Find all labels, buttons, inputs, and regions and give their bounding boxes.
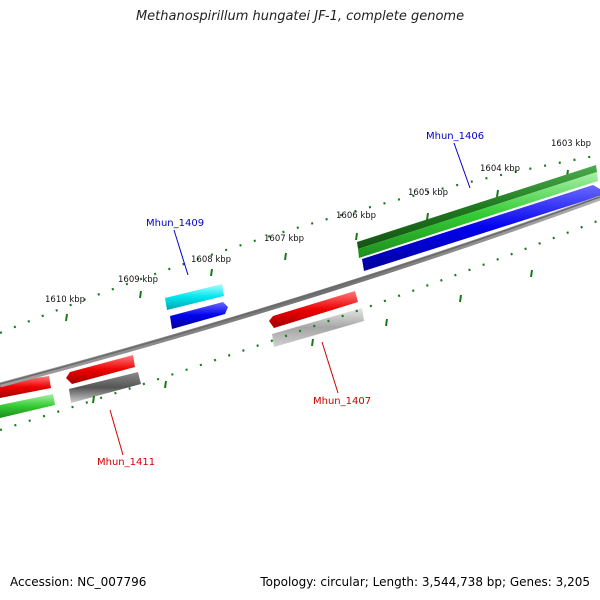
tick-label: 1610 kbp [45,295,85,305]
gene-mhun-1411[interactable] [66,355,135,384]
major-tick-1609 [139,290,142,299]
gene-cyan[interactable] [165,284,224,310]
outer-tick-ring [0,153,600,335]
inner-tick-dots [0,218,600,432]
tick-label: 1607 kbp [264,234,304,244]
major-tick-1605 [426,212,429,221]
forward-strand-genes [0,165,600,418]
tick-label: 1606 kbp [336,211,376,221]
tick-label: 1604 kbp [480,164,520,174]
genome-backbone-edge [0,196,600,385]
gene-label-mhun-1406[interactable]: Mhun_1406 [426,131,484,142]
gene-leader-lines [109,142,471,456]
outer-tick-dots [0,153,600,335]
reverse-strand-genes [66,291,364,403]
major-tick-1607 [284,252,287,261]
gene-label-mhun-1409[interactable]: Mhun_1409 [146,218,204,229]
major-tick-1604 [496,189,499,198]
major-tick-1610 [65,313,68,322]
inner-major-tick [530,269,533,278]
gene-mhun-1406[interactable] [362,185,600,271]
inner-major-tick [92,395,95,404]
tick-label: 1608 kbp [191,255,231,265]
gene-green-left-edge[interactable] [0,394,55,418]
major-tick-1608 [210,268,213,277]
accession-text: Accession: NC_007796 [10,575,147,589]
tick-labels: 1603 kbp 1604 kbp 1605 kbp 1606 kbp 1607… [45,139,591,305]
tick-label: 1609 kbp [118,275,158,285]
map-title: Methanospirillum hungatei JF-1, complete… [135,9,465,24]
gene-gray[interactable] [272,308,364,347]
genome-backbone [0,195,600,388]
gene-mhun-1407[interactable] [269,291,358,328]
inner-major-tick [385,318,388,327]
leader-mhun-1409 [173,229,189,276]
gene-mhun-1409[interactable] [170,302,228,329]
gene-dark-gray[interactable] [69,372,141,403]
inner-major-tick [164,380,167,389]
gene-green[interactable] [358,172,598,258]
gene-dark-green[interactable] [357,165,597,249]
gene-label-mhun-1411[interactable]: Mhun_1411 [97,457,155,468]
major-tick-1606 [355,232,358,241]
tick-label: 1603 kbp [551,139,591,149]
inner-major-tick [459,294,462,303]
tick-label: 1605 kbp [408,188,448,198]
gene-labels: Mhun_1406 Mhun_1409 Mhun_1407 Mhun_1411 [97,131,484,468]
gene-label-mhun-1407[interactable]: Mhun_1407 [313,396,371,407]
genome-summary-text: Topology: circular; Length: 3,544,738 bp… [260,575,590,589]
leader-mhun-1411 [109,409,124,456]
leader-mhun-1407 [321,341,339,394]
inner-tick-ring [0,218,600,432]
leader-mhun-1406 [453,142,471,189]
inner-major-tick [311,338,314,347]
